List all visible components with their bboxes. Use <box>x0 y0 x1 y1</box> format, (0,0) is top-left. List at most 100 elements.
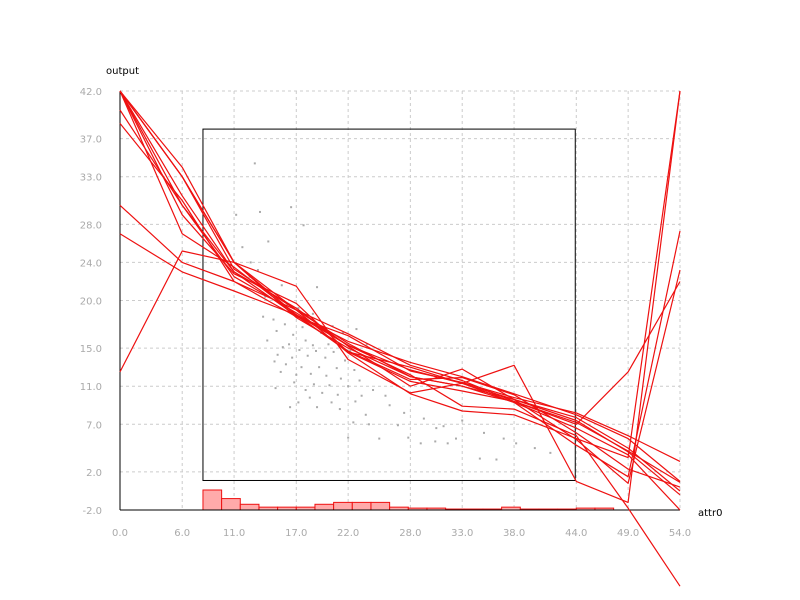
data-point <box>388 404 391 407</box>
data-point <box>295 373 298 376</box>
x-tick-label: 11.0 <box>223 528 245 539</box>
y-tick-label: 7.0 <box>86 420 102 431</box>
y-tick-label: 2.0 <box>86 468 102 479</box>
x-tick-label: 38.0 <box>503 528 525 539</box>
data-point <box>316 286 319 289</box>
data-point <box>311 344 314 347</box>
x-tick-label: 49.0 <box>617 528 639 539</box>
data-point <box>301 326 304 329</box>
data-point <box>455 437 457 440</box>
data-point <box>293 381 296 384</box>
fitted-curve <box>119 90 681 459</box>
data-point <box>341 331 344 334</box>
data-point <box>396 424 399 427</box>
x-tick-label: 22.0 <box>337 528 359 539</box>
data-point <box>502 437 505 440</box>
data-point <box>321 391 324 394</box>
data-point <box>297 401 300 404</box>
x-tick-label: 28.0 <box>399 528 421 539</box>
data-point <box>324 356 327 359</box>
data-point <box>483 431 485 434</box>
data-point <box>241 246 244 249</box>
data-point <box>435 427 438 430</box>
data-point <box>549 451 552 454</box>
data-point <box>349 349 352 352</box>
data-point <box>354 400 357 403</box>
x-axis-label: attr0 <box>698 508 722 519</box>
data-point <box>495 458 498 461</box>
data-point <box>289 406 292 409</box>
data-point <box>332 350 335 353</box>
fitted-curve <box>119 90 681 484</box>
histogram-bar <box>351 501 372 511</box>
y-tick-label: 15.0 <box>80 344 102 355</box>
fitted-curve <box>119 233 681 482</box>
data-point <box>297 307 300 310</box>
x-tick-label: 33.0 <box>451 528 473 539</box>
data-point <box>304 389 307 392</box>
tick-labels: 0.0 6.0 11.0 17.0 22.0 28.0 33.0 38.0 44.0 49.0 54… <box>80 87 691 539</box>
data-point <box>360 394 363 397</box>
data-point <box>259 210 261 213</box>
data-point <box>325 374 328 377</box>
data-point <box>327 343 330 346</box>
data-point <box>291 356 294 359</box>
data-point <box>311 312 314 315</box>
x-tick-label: 54.0 <box>669 528 691 539</box>
data-point <box>256 269 259 272</box>
fitted-curves <box>119 90 681 587</box>
data-point <box>358 379 361 382</box>
fitted-curve <box>119 90 681 425</box>
data-point <box>434 440 437 443</box>
x-tick-label: 0.0 <box>112 528 128 539</box>
histogram-bar <box>314 503 335 511</box>
data-point <box>419 442 422 445</box>
histogram-bar <box>239 503 260 511</box>
data-point <box>328 384 331 387</box>
data-point <box>355 328 358 331</box>
data-point <box>318 366 321 369</box>
data-point <box>274 387 277 390</box>
data-point <box>249 261 252 264</box>
data-point <box>372 389 375 392</box>
data-point <box>279 370 282 373</box>
y-axis-label: output <box>106 66 139 77</box>
data-point <box>367 423 370 426</box>
y-tick-label: 24.0 <box>80 258 102 269</box>
fitted-curve <box>119 109 681 488</box>
y-tick-label: 42.0 <box>80 87 102 98</box>
fitted-curve <box>119 90 681 492</box>
data-point <box>288 343 291 346</box>
data-point <box>316 406 319 409</box>
data-point <box>353 369 356 372</box>
data-point <box>384 394 387 397</box>
histogram-bar <box>333 501 353 511</box>
data-point <box>442 425 445 428</box>
data-point <box>330 401 333 404</box>
data-point <box>302 224 305 227</box>
fitted-curve <box>119 250 681 496</box>
data-range-box <box>202 128 576 481</box>
fitted-curve <box>119 90 681 503</box>
data-point <box>292 333 295 336</box>
data-point <box>339 377 342 380</box>
data-point <box>275 329 278 332</box>
data-point <box>262 315 265 318</box>
data-point <box>365 343 368 346</box>
data-points <box>235 162 552 461</box>
data-point <box>446 442 449 445</box>
y-tick-label: 33.0 <box>80 173 102 184</box>
data-point <box>308 396 311 399</box>
data-point <box>336 393 339 396</box>
fitted-curve <box>119 90 681 478</box>
y-tick-label: 20.0 <box>80 297 102 308</box>
y-tick-label: -2.0 <box>82 506 102 517</box>
data-point <box>281 346 284 349</box>
data-point <box>533 447 536 450</box>
data-point <box>347 436 350 439</box>
histogram-bar <box>221 498 241 511</box>
data-point <box>264 295 267 298</box>
histogram-bar <box>370 501 391 511</box>
data-point <box>304 339 307 342</box>
data-point <box>364 413 367 416</box>
